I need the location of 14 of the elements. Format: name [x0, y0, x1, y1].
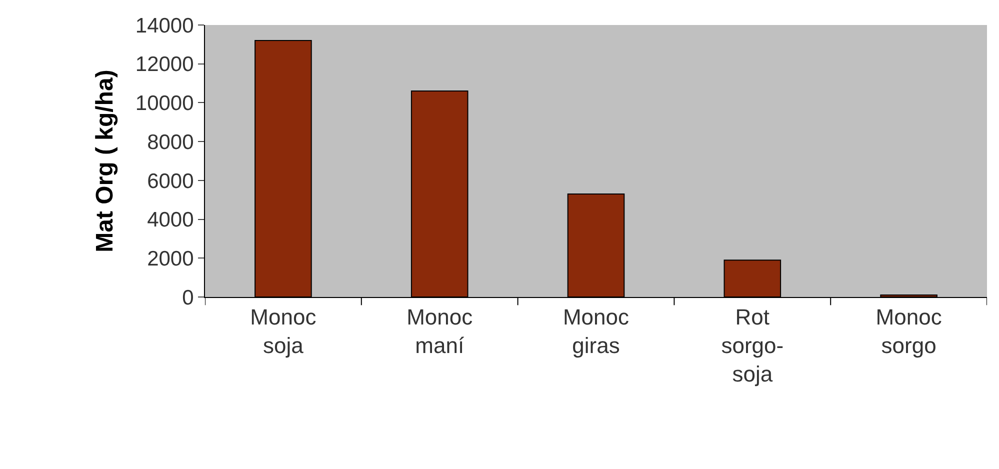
y-tick-label: 6000	[147, 170, 194, 193]
y-tick-label: 10000	[135, 92, 194, 116]
x-tick-label: Monoc maní	[406, 304, 473, 358]
y-tick-label: 14000	[135, 14, 194, 38]
x-tick-label: Monoc sorgo	[876, 304, 942, 358]
y-axis-title: Mat Org ( kg/ha)	[91, 70, 118, 252]
y-tick-label: 8000	[147, 130, 194, 154]
y-tick-label: 12000	[135, 53, 194, 76]
y-tick-label: 2000	[147, 247, 194, 270]
x-tick-label: Rot sorgo-soja	[721, 304, 784, 387]
y-tick-label: 4000	[147, 208, 194, 232]
x-tick-label: Monoc giras	[562, 304, 630, 358]
y-tick-label: 0	[182, 286, 194, 310]
x-tick-label: Monoc soja	[250, 304, 316, 358]
